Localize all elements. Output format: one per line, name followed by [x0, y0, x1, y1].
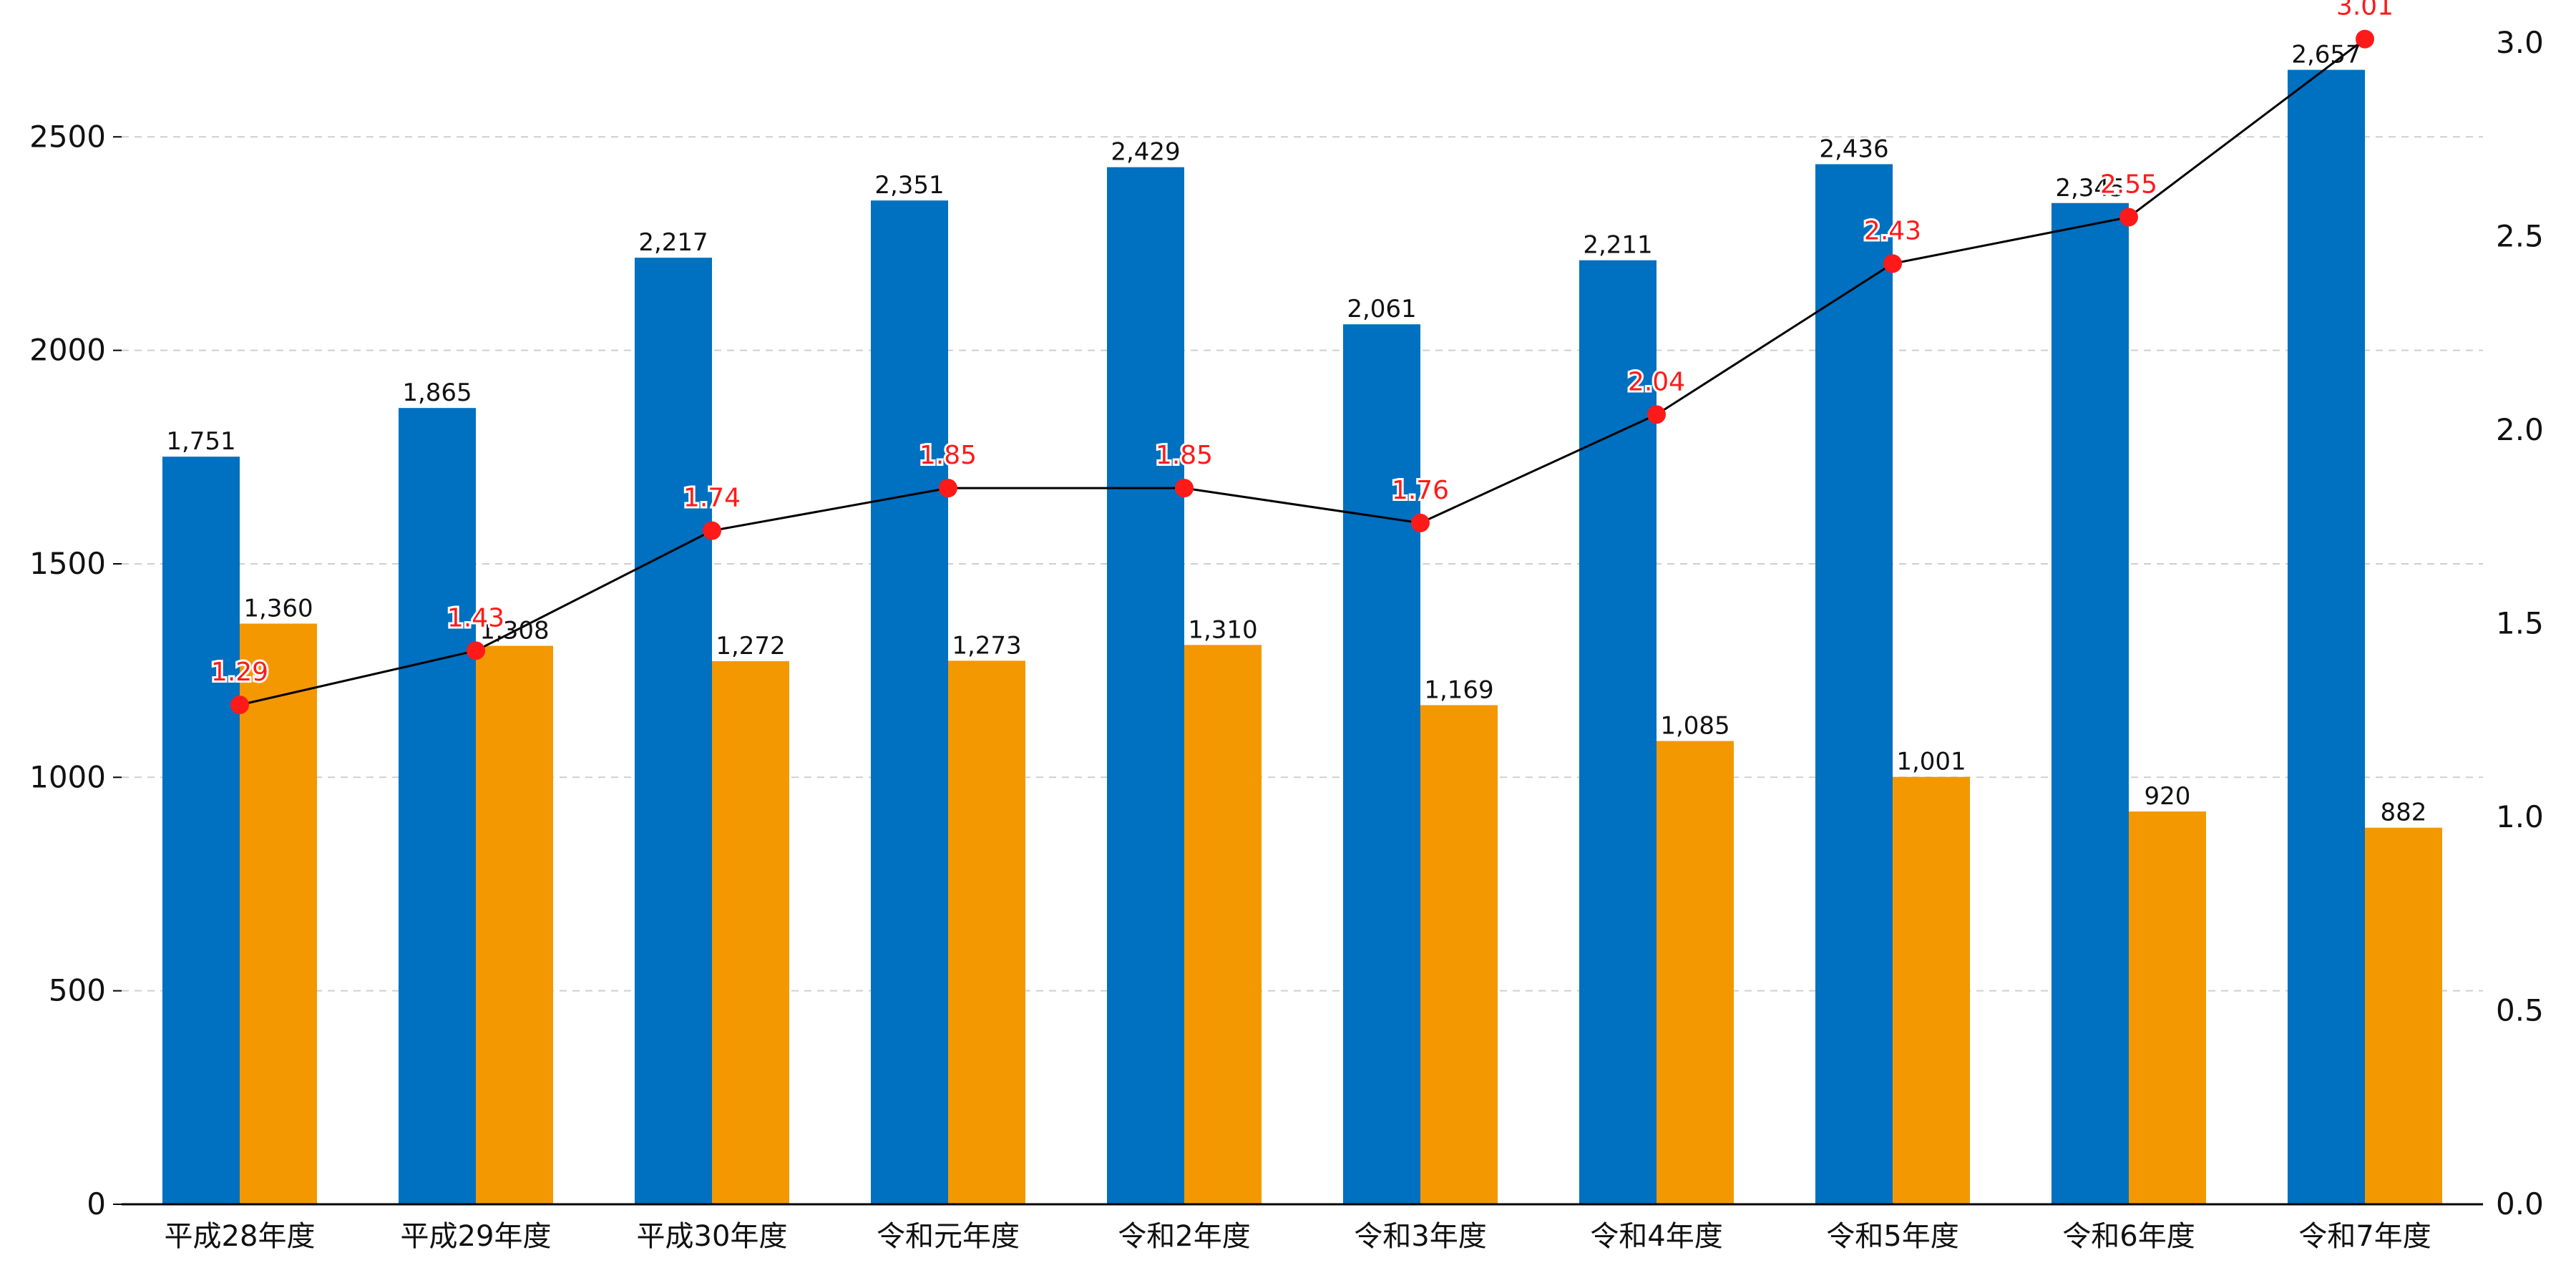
ratio-label: 2.04 [1628, 367, 1685, 396]
bar-orange [1420, 705, 1498, 1204]
y-right-tick-label: 2.0 [2496, 412, 2544, 447]
bar-blue [1107, 167, 1184, 1205]
bar-orange-label: 1,360 [243, 595, 313, 623]
x-tick-label: 平成30年度 [637, 1220, 788, 1253]
y-left-tick-label: 500 [49, 973, 106, 1008]
bar-blue [871, 200, 948, 1204]
bar-blue-label: 2,061 [1347, 295, 1416, 323]
bar-blue-label: 2,429 [1111, 138, 1180, 167]
bar-blue-label: 2,217 [638, 228, 708, 257]
ratio-label: 1.85 [919, 441, 977, 470]
y-left-tick-label: 2000 [29, 333, 106, 368]
bar-blue [399, 408, 476, 1205]
bar-orange-label: 1,169 [1424, 675, 1493, 704]
y-right-tick-label: 0.0 [2496, 1186, 2544, 1221]
x-tick-label: 令和2年度 [1118, 1220, 1250, 1253]
ratio-point [1647, 405, 1666, 424]
ratio-label: 2.55 [2100, 170, 2157, 199]
bar-blue-label: 1,865 [402, 379, 472, 407]
ratio-point [703, 521, 721, 540]
bar-orange [1657, 741, 1734, 1204]
y-left-tick-label: 1500 [29, 546, 106, 581]
bar-orange [1184, 645, 1262, 1204]
bar-blue-label: 2,436 [1819, 135, 1888, 163]
y-right-tick-label: 1.5 [2496, 606, 2544, 641]
bar-orange [1893, 776, 1970, 1204]
ratio-label: 3.01 [2336, 0, 2394, 21]
y-left-tick-label: 0 [87, 1186, 106, 1221]
bar-orange-label: 1,001 [1896, 748, 1966, 776]
ratio-line [230, 29, 2374, 715]
bar-orange-label: 1,085 [1660, 712, 1729, 741]
bar-blue-label: 2,657 [2291, 41, 2361, 69]
bar-orange-label: 920 [2145, 782, 2191, 811]
y-left-tick-label: 2500 [29, 119, 106, 154]
bar-blue [162, 457, 240, 1204]
y-left-tick-label: 1000 [29, 759, 106, 794]
bar-orange [2365, 827, 2442, 1204]
bar-orange [476, 645, 553, 1204]
y-right-tick-label: 1.0 [2496, 799, 2544, 834]
ratio-point [467, 641, 485, 660]
bar-orange-label: 1,310 [1188, 615, 1257, 644]
ratio-label: 1.85 [1156, 441, 1213, 470]
axes: 平成28年度 平成29年度 平成30年度 令和元年度 令和2年度 令和3年度 令和4年度 令和… [29, 25, 2544, 1253]
bar-blue-label: 2,345 [2055, 174, 2124, 203]
x-tick-label: 令和7年度 [2298, 1220, 2431, 1253]
x-tick-label: 平成28年度 [165, 1220, 316, 1253]
ratio-point [1883, 254, 1902, 273]
x-tick-label: 令和5年度 [1826, 1220, 1958, 1253]
ratio-point [1411, 513, 1430, 532]
x-tick-label: 令和4年度 [1590, 1220, 1722, 1253]
ratio-label: 1.74 [683, 484, 741, 513]
bars [162, 69, 2442, 1205]
bar-orange-label: 1,273 [952, 631, 1021, 660]
data-labels: 1,751 1,360 1,865 1,308 2,217 1,272 2,351 1,273… [166, 0, 2426, 827]
bar-blue [635, 258, 712, 1205]
bar-blue-label: 2,211 [1583, 231, 1652, 260]
bar-orange-label: 882 [2381, 799, 2427, 827]
y-right-tick-label: 0.5 [2496, 993, 2544, 1028]
ratio-polyline [239, 38, 2366, 706]
bar-blue [1579, 260, 1657, 1204]
ratio-point [2356, 29, 2374, 49]
ratio-label: 1.76 [1392, 476, 1449, 505]
bar-orange-label: 1,272 [716, 632, 785, 660]
bar-blue-label: 1,751 [166, 427, 235, 456]
x-tick-label: 令和6年度 [2062, 1220, 2195, 1253]
ratio-point [939, 479, 957, 498]
ratio-label: 1.43 [447, 603, 504, 633]
ratio-point [1175, 479, 1194, 498]
y-right-tick-label: 2.5 [2496, 219, 2544, 254]
bar-orange-label: 1,308 [479, 617, 549, 645]
ratio-point [230, 696, 249, 715]
bar-orange [240, 623, 317, 1204]
ratio-point [2119, 208, 2138, 227]
y-right-tick-label: 3.0 [2496, 25, 2544, 60]
bar-blue [1815, 164, 1893, 1204]
bar-orange [2129, 811, 2206, 1204]
bar-blue-label: 2,351 [874, 171, 944, 200]
bar-blue [2051, 203, 2129, 1205]
bar-orange [712, 661, 789, 1204]
x-tick-label: 平成29年度 [401, 1220, 552, 1253]
x-tick-label: 令和3年度 [1354, 1220, 1486, 1253]
ratio-label: 1.29 [211, 658, 268, 687]
ratio-label: 2.43 [1864, 216, 1921, 245]
bar-blue [1343, 324, 1420, 1204]
x-tick-label: 令和元年度 [877, 1220, 1020, 1253]
bar-orange [948, 660, 1025, 1204]
bar-blue [2288, 69, 2365, 1204]
